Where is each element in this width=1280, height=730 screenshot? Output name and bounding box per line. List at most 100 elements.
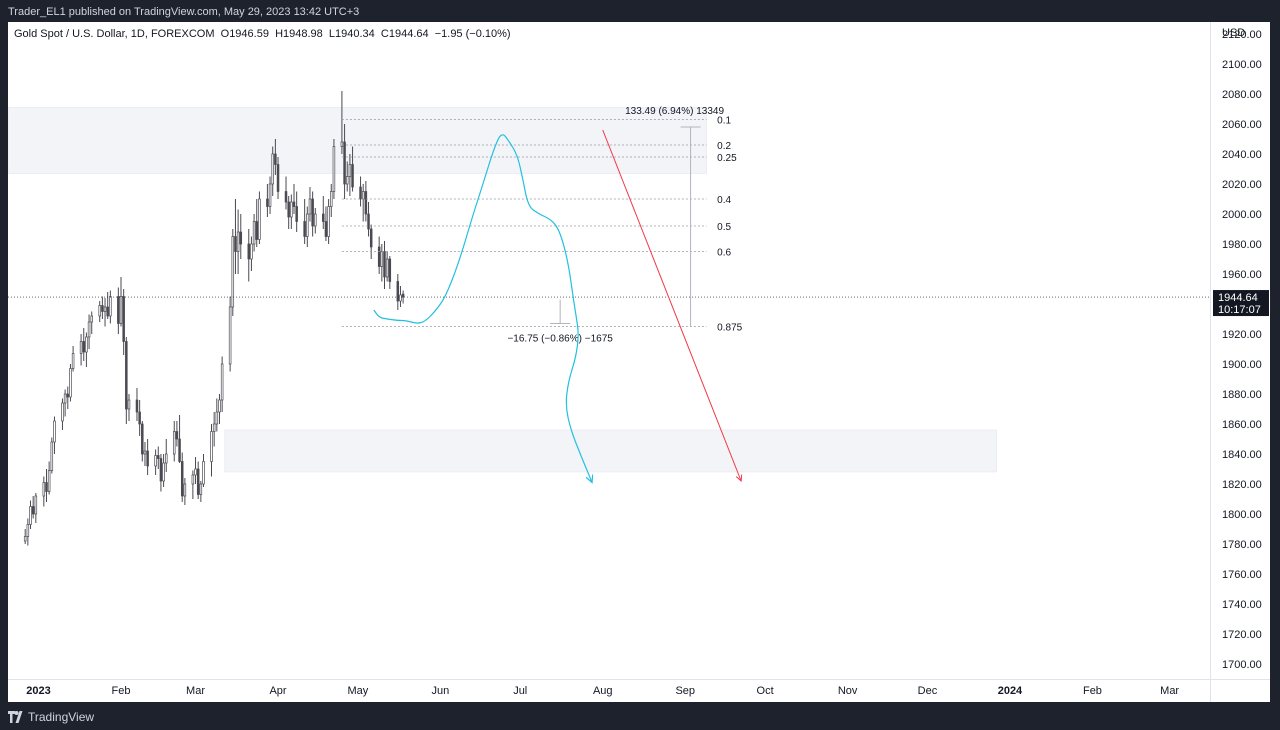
candle-body	[90, 315, 93, 323]
candle-body	[172, 431, 176, 455]
candlestick-chart[interactable]: 0.1 0.20.25 0.4 0.5 0.6 0.875 133.49 (6.94%) 1…	[8, 22, 1270, 702]
y-tick-label: 2080.00	[1222, 89, 1262, 101]
fib-level-label: 0.5	[717, 222, 731, 233]
legend-open-label: O	[221, 28, 230, 40]
candle-body	[348, 164, 352, 177]
y-tick-label: 1920.00	[1222, 329, 1262, 341]
candle-body	[369, 228, 373, 248]
candle-body	[154, 455, 157, 467]
y-tick-label: 1820.00	[1222, 479, 1262, 491]
candle-body	[23, 536, 27, 542]
publish-info-text: Trader_EL1 published on TradingView.com,…	[8, 6, 360, 18]
fib-level-label: 0.875	[717, 323, 742, 334]
candle-body	[218, 399, 221, 413]
candle-body	[191, 474, 195, 485]
y-tick-label: 2100.00	[1222, 59, 1262, 71]
candle-body	[162, 462, 165, 482]
tradingview-logo[interactable]: TradingView	[8, 710, 94, 724]
candle-body	[146, 450, 149, 467]
y-tick-label: 1980.00	[1222, 239, 1262, 251]
candle-body	[125, 341, 128, 410]
candle-body	[330, 191, 333, 207]
publish-header: Trader_EL1 published on TradingView.com,…	[0, 0, 1280, 22]
x-tick-label: Oct	[757, 685, 774, 697]
candle-body	[202, 461, 205, 485]
candle-body	[268, 183, 272, 207]
candle-body	[117, 296, 120, 324]
x-tick-label: Aug	[593, 685, 613, 697]
candle-body	[215, 411, 219, 425]
legend-high-value: 1948.98	[283, 28, 329, 40]
candle-body	[210, 431, 213, 462]
candle-body	[364, 191, 368, 215]
candle-body	[175, 431, 179, 440]
y-tick-label: 1960.00	[1222, 269, 1262, 281]
supply-demand-zone-1	[8, 107, 707, 174]
footer-bar: TradingView	[0, 702, 1280, 730]
candle-body	[178, 438, 181, 462]
x-tick-label: Sep	[675, 685, 695, 697]
y-tick-label: 2000.00	[1222, 209, 1262, 221]
currency-label: USD	[1222, 27, 1245, 39]
x-tick-label: Feb	[1083, 685, 1102, 697]
candle-body	[71, 353, 75, 369]
x-tick-label: Dec	[918, 685, 938, 697]
candle-body	[236, 231, 240, 252]
candle-body	[290, 201, 293, 218]
candle-body	[79, 341, 83, 354]
candle-body	[85, 336, 88, 353]
symbol-legend: Gold Spot / U.S. Dollar, 1D, FOREXCOM O1…	[14, 28, 511, 40]
x-tick-label: 2023	[26, 685, 50, 697]
x-tick-label: Jul	[513, 685, 527, 697]
x-tick-label: Mar	[186, 685, 205, 697]
candle-body	[63, 393, 67, 404]
candle-body	[234, 236, 237, 252]
y-tick-label: 1900.00	[1222, 359, 1262, 371]
candle-body	[101, 305, 104, 312]
y-tick-label: 1740.00	[1222, 599, 1262, 611]
legend-low-value: 1940.34	[335, 28, 381, 40]
candle-body	[385, 258, 389, 278]
candle-body	[194, 468, 197, 476]
candle-body	[327, 206, 330, 237]
projection-arrow-red	[602, 129, 741, 481]
candle-body	[351, 164, 354, 188]
measure-up-label: 133.49 (6.94%) 13349	[625, 106, 724, 117]
y-tick-label: 2060.00	[1222, 119, 1262, 131]
tradingview-logo-icon	[8, 711, 23, 723]
candle-body	[42, 482, 46, 497]
candle-body	[26, 524, 30, 537]
candle-body	[212, 423, 216, 432]
candle-body	[276, 164, 280, 192]
candle-body	[138, 411, 141, 425]
x-tick-label: May	[347, 685, 368, 697]
candle-body	[303, 221, 306, 237]
fib-level-label: 0.6	[717, 248, 731, 259]
candle-body	[271, 153, 274, 185]
candle-body	[119, 296, 123, 324]
candle-body	[199, 483, 203, 495]
candle-body	[308, 198, 312, 215]
candle-body	[109, 296, 112, 317]
candle-body	[157, 455, 160, 459]
y-tick-label: 1700.00	[1222, 659, 1262, 671]
candle-body	[239, 231, 243, 245]
candle-body	[135, 399, 139, 413]
candle-body	[332, 146, 336, 192]
chart-area[interactable]: 0.1 0.2 0.25 0.4 0.5 0.6 0.875 133.49 (6.94%) 1…	[8, 22, 1270, 702]
candle-body	[306, 213, 309, 237]
supply-demand-zone-2	[224, 429, 997, 473]
y-tick-label: 2020.00	[1222, 179, 1262, 191]
candle-body	[53, 420, 56, 443]
candle-body	[127, 399, 131, 410]
y-tick-label: 2120.00	[1222, 29, 1262, 41]
candle-body	[180, 461, 184, 497]
x-tick-label: Jun	[432, 685, 450, 697]
measure-down-label: −16.75 (−0.86%) −1675	[507, 334, 613, 345]
x-tick-label: Nov	[838, 685, 858, 697]
tradingview-brand-text: TradingView	[28, 710, 95, 724]
legend-close-label: C	[381, 28, 389, 40]
last-price-value: 1944.64	[1218, 292, 1258, 304]
candle-body	[367, 213, 370, 230]
candle-body	[183, 483, 187, 497]
